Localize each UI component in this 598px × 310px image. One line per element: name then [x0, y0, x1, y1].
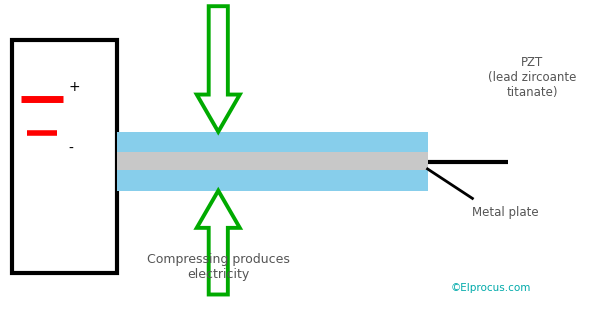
Bar [117, 132, 428, 152]
Text: -: - [69, 142, 74, 156]
Bar [117, 170, 428, 191]
Text: PZT
(lead zircoante
titanate): PZT (lead zircoante titanate) [488, 56, 576, 99]
Bar [117, 152, 428, 172]
Text: Compressing produces
electricity: Compressing produces electricity [147, 253, 289, 281]
Text: +: + [69, 80, 80, 94]
Text: ©Elprocus.com: ©Elprocus.com [450, 283, 530, 293]
Bar [12, 40, 117, 273]
Text: Metal plate: Metal plate [472, 206, 539, 219]
